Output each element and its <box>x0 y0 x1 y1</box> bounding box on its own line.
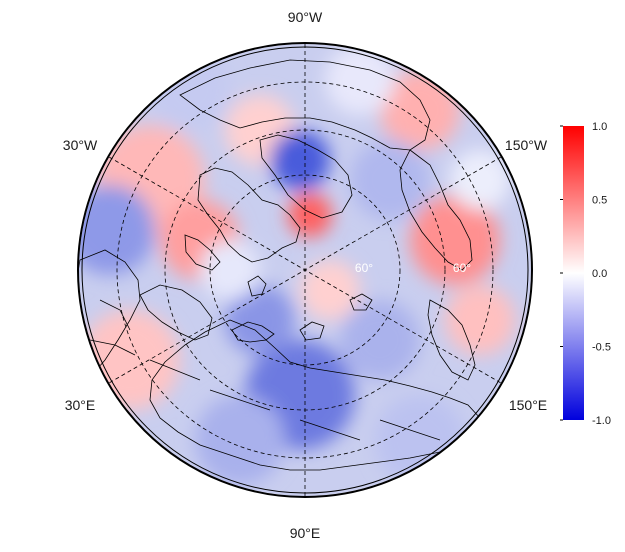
svalbard-coast <box>247 275 267 297</box>
north-america-coast <box>179 59 431 151</box>
anomaly-patch <box>445 285 515 355</box>
anomaly-patch <box>225 285 295 355</box>
latitude-circle-70 <box>209 174 401 366</box>
longitude-label-lower-right: 150°E <box>509 397 547 413</box>
anomaly-patch <box>80 310 180 410</box>
colorbar-ticks: 1.0 0.5 0.0 -0.5 -1.0 <box>560 121 611 427</box>
anomaly-patch <box>270 130 330 190</box>
europe-coast <box>79 249 141 376</box>
anomaly-patch <box>288 193 332 237</box>
anomaly-patch <box>200 240 260 300</box>
colorbar-tick-label: 1.0 <box>592 121 607 133</box>
novaya-zemlya-coast <box>231 321 275 343</box>
canadian-archipelago-coast <box>259 134 353 219</box>
graticule <box>108 44 502 496</box>
latitude-label-right: 60° <box>453 261 471 275</box>
baffin-coast <box>184 234 221 271</box>
colorbar-gradient <box>563 126 584 420</box>
anomaly-patch <box>325 45 395 115</box>
anomaly-patch <box>340 300 420 380</box>
siberia-coast <box>149 319 481 471</box>
colorbar-tick-label: 0.5 <box>592 195 607 207</box>
longitude-label-lower-left: 30°E <box>65 397 96 413</box>
longitude-label-upper-left: 30°W <box>63 137 98 153</box>
chukotka-coast <box>427 299 476 381</box>
anomaly-patch <box>300 260 360 320</box>
longitude-label-bottom: 90°E <box>290 525 321 541</box>
latitude-label-left: 60° <box>355 261 373 275</box>
greenland-coast <box>197 167 301 263</box>
anomaly-patch <box>350 140 430 220</box>
longitude-label-top: 90°W <box>288 9 323 25</box>
meridian-150w-30e <box>108 156 502 384</box>
coastlines <box>79 59 481 471</box>
anomaly-patch <box>195 395 285 485</box>
anomaly-patch <box>450 150 510 210</box>
colorbar-tick-label: 0.0 <box>592 268 607 280</box>
colorbar-tick-label: -0.5 <box>592 342 611 354</box>
colorbar-tick-label: -1.0 <box>592 415 611 427</box>
anomaly-patch <box>380 70 460 150</box>
anomaly-patch <box>410 195 500 285</box>
map-border-inner <box>81 46 529 494</box>
alaska-coast <box>399 149 473 271</box>
anomaly-patch <box>375 395 465 485</box>
map-border-outer <box>77 42 533 498</box>
longitude-label-upper-right: 150°W <box>505 137 548 153</box>
scandinavia-coast <box>139 284 213 341</box>
eurasia-interior-borders <box>89 299 441 441</box>
colorbar: 1.0 0.5 0.0 -0.5 -1.0 <box>560 121 611 427</box>
